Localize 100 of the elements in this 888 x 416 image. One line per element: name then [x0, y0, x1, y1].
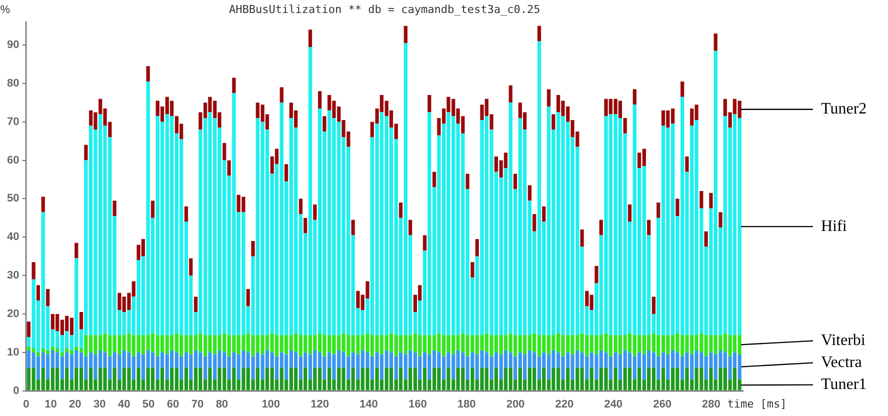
bar [676, 198, 680, 216]
bar [184, 206, 188, 222]
bar [351, 220, 355, 236]
x-tick-label: 40 [118, 398, 130, 410]
x-tick-label: 0 [23, 398, 30, 410]
x-tick-label: 60 [166, 398, 180, 410]
bar [194, 296, 198, 312]
bar [232, 78, 236, 94]
bar [714, 34, 718, 51]
bar [623, 118, 627, 134]
bar [680, 82, 684, 97]
x-tick-label: 50 [142, 398, 155, 410]
bar [36, 285, 40, 301]
bar [428, 94, 432, 112]
bar [709, 192, 713, 208]
bar [656, 202, 660, 218]
bar [528, 185, 532, 201]
y-tick-label: 50 [6, 192, 20, 205]
bar [318, 91, 322, 108]
bar [46, 288, 50, 306]
bar [475, 239, 479, 256]
text: Hifi [821, 218, 848, 235]
bar [432, 172, 436, 188]
y-tick-label: 80 [6, 78, 20, 90]
bar [404, 26, 408, 44]
x-tick-label: 180 [457, 398, 476, 410]
text: Vectra [821, 354, 862, 372]
bar [304, 218, 308, 234]
y-tick-label: 0 [13, 384, 20, 397]
bar [466, 174, 470, 190]
bar [647, 220, 651, 236]
bar [704, 231, 708, 247]
bar [594, 266, 598, 284]
bar [700, 191, 704, 208]
bar [542, 206, 546, 222]
x-tick-label: 100 [262, 398, 280, 410]
bar [189, 258, 193, 276]
bar [112, 200, 116, 216]
bar [599, 220, 603, 236]
x-axis-title: time [ms] [727, 398, 787, 411]
text: Tuner2 [821, 100, 867, 118]
bar [628, 204, 632, 222]
bar [26, 322, 30, 338]
bar [170, 100, 174, 116]
chart-title: AHBBusUtilization ** db = caymandb_test3a_c0.25 [228, 2, 540, 16]
bar [718, 212, 722, 228]
x-tick-label: 280 [702, 398, 720, 410]
y-tick-label: 90 [6, 39, 20, 52]
bar [41, 196, 45, 212]
bar [222, 143, 226, 160]
y-tick-label: 30 [6, 270, 20, 282]
bar [32, 262, 36, 280]
bar [246, 288, 250, 306]
bar [661, 110, 666, 126]
bar [280, 87, 284, 103]
bar [408, 220, 412, 236]
x-tick-label: 220 [555, 398, 574, 410]
bar [422, 235, 427, 251]
bar [470, 262, 474, 278]
bar [55, 348, 60, 352]
bar [532, 214, 536, 232]
bar [313, 204, 317, 220]
y-tick-label: 40 [6, 231, 20, 244]
text: Viterbi [821, 332, 866, 350]
bar [308, 30, 312, 47]
bar [685, 156, 689, 172]
bar [227, 160, 231, 176]
x-tick-label: 30 [94, 398, 106, 410]
bar [552, 114, 556, 130]
y-tick-label: 20 [6, 308, 20, 320]
bar [46, 350, 50, 354]
bar [79, 312, 84, 330]
bar [146, 66, 150, 82]
x-tick-label: 260 [653, 398, 672, 410]
bar [652, 296, 656, 314]
y-tick-label: 60 [6, 154, 20, 166]
bar [537, 26, 542, 42]
x-tick-label: 10 [44, 398, 57, 410]
y-tick-label: 10 [6, 346, 20, 358]
x-tick-label: 160 [408, 398, 427, 410]
bar [84, 144, 88, 160]
bar [251, 240, 255, 256]
bar [322, 116, 326, 132]
bar [398, 202, 403, 218]
y-axis-title: % [0, 4, 10, 16]
bar [632, 89, 636, 105]
bar [74, 242, 78, 258]
x-tick-label: 20 [69, 398, 82, 410]
bar [508, 85, 512, 103]
bar [284, 164, 288, 182]
x-tick-label: 200 [506, 398, 525, 410]
text: Tuner1 [821, 376, 867, 394]
x-tick-label: 120 [310, 398, 329, 410]
x-tick-label: 80 [216, 398, 228, 410]
x-tick-label: 140 [360, 398, 378, 410]
x-tick-label: 240 [604, 398, 623, 410]
bar [150, 200, 155, 218]
bar [513, 174, 518, 190]
bar [546, 89, 551, 107]
bar [298, 198, 303, 214]
